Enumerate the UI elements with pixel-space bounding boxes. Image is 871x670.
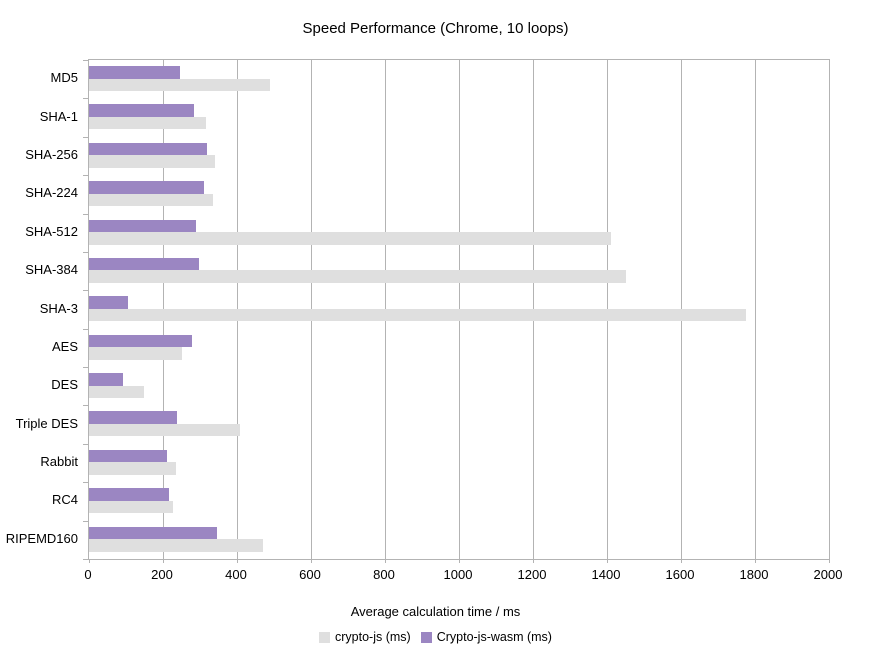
- x-tick-label: 1200: [517, 567, 547, 582]
- x-axis-tick: [606, 559, 608, 563]
- bar-Rabbit-crypto-js (ms): [89, 462, 176, 475]
- x-axis-tick: [754, 559, 756, 563]
- bar-SHA-1-Crypto-js-wasm (ms): [89, 104, 195, 117]
- category-label: SHA-224: [25, 185, 78, 201]
- y-axis-tick: [83, 366, 89, 368]
- category-label: SHA-512: [25, 223, 78, 239]
- x-tick-label: 400: [225, 567, 247, 582]
- bar-RC4-Crypto-js-wasm (ms): [89, 488, 169, 501]
- bar-AES-Crypto-js-wasm (ms): [89, 334, 192, 348]
- chart-title: Speed Performance (Chrome, 10 loops): [302, 20, 569, 37]
- bar-SHA-512-Crypto-js-wasm (ms): [89, 219, 197, 233]
- legend-swatch-icon: [319, 631, 330, 643]
- legend-item: Crypto-js-wasm (ms): [420, 630, 552, 644]
- y-axis-tick: [83, 481, 89, 483]
- x-tick-label: 200: [151, 567, 173, 582]
- bar-SHA-224-crypto-js (ms): [89, 193, 213, 207]
- y-axis-tick: [83, 404, 89, 406]
- bar-SHA-3-crypto-js (ms): [89, 308, 746, 322]
- bar-RC4-crypto-js (ms): [89, 500, 174, 514]
- category-label: SHA-1: [39, 108, 78, 124]
- bar-SHA-3-Crypto-js-wasm (ms): [89, 296, 128, 309]
- bar-SHA-256-crypto-js (ms): [89, 155, 215, 168]
- category-label: RIPEMD160: [5, 530, 78, 546]
- bar-SHA-384-crypto-js (ms): [89, 270, 626, 283]
- x-tick-label: 2000: [813, 567, 843, 582]
- bar-MD5-crypto-js (ms): [89, 78, 271, 91]
- y-axis-tick: [83, 289, 89, 291]
- y-axis-tick: [83, 59, 89, 61]
- bar-Rabbit-Crypto-js-wasm (ms): [89, 449, 168, 463]
- x-axis-tick: [162, 559, 164, 563]
- bar-MD5-Crypto-js-wasm (ms): [89, 66, 180, 79]
- y-axis-tick: [83, 97, 89, 99]
- category-label: AES: [51, 338, 78, 354]
- x-axis-tick: [236, 559, 238, 563]
- legend: crypto-js (ms) Crypto-js-wasm (ms): [0, 630, 871, 644]
- gridline: [754, 60, 756, 559]
- y-axis-tick: [83, 136, 89, 138]
- bar-SHA-224-Crypto-js-wasm (ms): [89, 181, 204, 194]
- legend-item: crypto-js (ms): [319, 630, 411, 644]
- category-label: SHA-384: [25, 262, 78, 278]
- legend-label: Crypto-js-wasm (ms): [436, 630, 552, 644]
- x-tick-label: 800: [373, 567, 395, 582]
- bar-SHA-384-Crypto-js-wasm (ms): [89, 257, 200, 271]
- legend-label: crypto-js (ms): [335, 630, 411, 644]
- category-label: Rabbit: [40, 454, 78, 470]
- category-label: MD5: [50, 70, 78, 86]
- x-tick-label: 1000: [443, 567, 473, 582]
- bar-Triple DES-Crypto-js-wasm (ms): [89, 411, 177, 424]
- y-axis-tick: [83, 251, 89, 253]
- plot-area: [83, 59, 830, 563]
- bar-Triple DES-crypto-js (ms): [89, 423, 240, 437]
- x-tick-label: 1800: [739, 567, 769, 582]
- category-label: SHA-3: [39, 300, 78, 316]
- category-label: DES: [51, 377, 78, 393]
- x-axis-tick: [458, 559, 460, 563]
- category-label: SHA-256: [25, 146, 78, 162]
- y-axis-tick: [83, 520, 89, 522]
- bar-RIPEMD160-crypto-js (ms): [89, 539, 263, 552]
- x-axis-tick: [310, 559, 312, 563]
- x-tick-label: 1400: [591, 567, 621, 582]
- bar-SHA-512-crypto-js (ms): [89, 232, 611, 245]
- category-label: Triple DES: [15, 415, 78, 431]
- y-axis-tick: [83, 558, 89, 560]
- x-axis-tick: [532, 559, 534, 563]
- bar-SHA-1-crypto-js (ms): [89, 116, 206, 130]
- y-axis-tick: [83, 174, 89, 176]
- x-tick-label: 1600: [665, 567, 695, 582]
- x-axis-title: Average calculation time / ms: [350, 604, 521, 619]
- bar-RIPEMD160-Crypto-js-wasm (ms): [89, 526, 217, 540]
- category-label: RC4: [51, 492, 78, 508]
- y-axis-tick: [83, 213, 89, 215]
- x-tick-label: 600: [299, 567, 321, 582]
- x-tick-label: 0: [84, 567, 92, 582]
- bar-AES-crypto-js (ms): [89, 347, 182, 360]
- y-axis-tick: [83, 328, 89, 330]
- legend-swatch-icon: [420, 631, 432, 643]
- x-axis-tick: [680, 559, 682, 563]
- x-axis-tick: [828, 559, 830, 563]
- y-axis-tick: [83, 443, 89, 445]
- bar-DES-Crypto-js-wasm (ms): [89, 373, 124, 386]
- x-axis-tick: [384, 559, 386, 563]
- x-axis-tick: [88, 559, 90, 563]
- bar-DES-crypto-js (ms): [89, 385, 144, 399]
- bar-SHA-256-Crypto-js-wasm (ms): [89, 142, 208, 156]
